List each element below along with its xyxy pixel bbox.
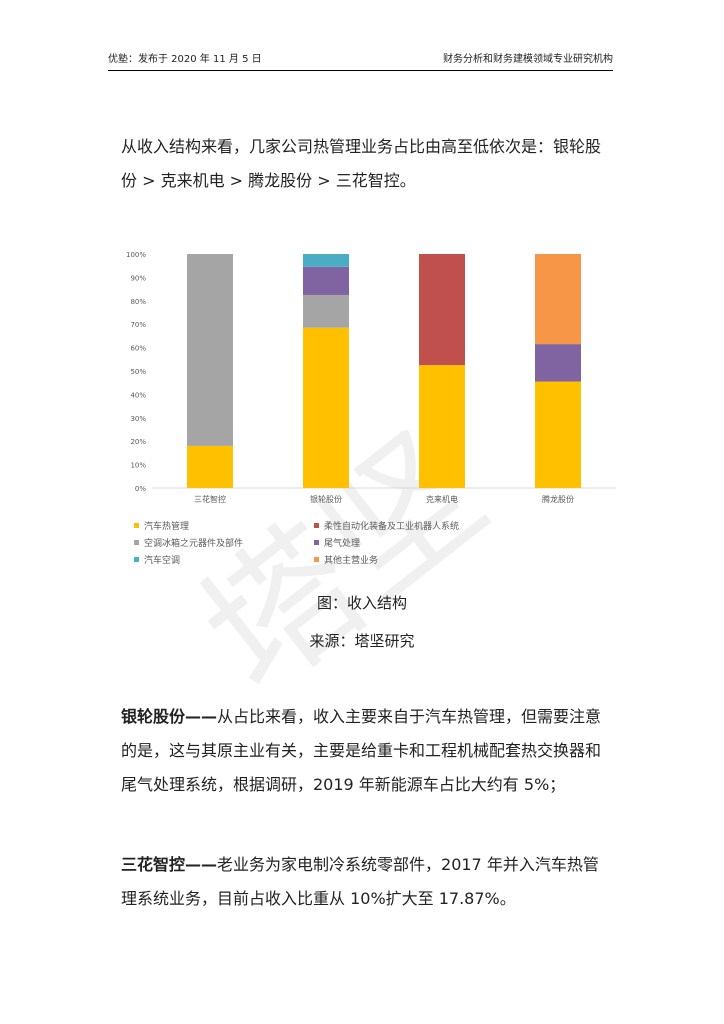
y-tick-label: 40% <box>130 391 146 399</box>
paragraph-sanhua: 三花智控——老业务为家电制冷系统零部件，2017 年并入汽车热管理系统业务，目前… <box>121 848 609 916</box>
header-org: 财务分析和财务建模领域专业研究机构 <box>443 54 613 65</box>
y-tick-label: 70% <box>130 321 146 329</box>
y-tick-label: 30% <box>130 415 146 423</box>
bar-segment <box>303 254 349 267</box>
header-date: 优塾：发布于 2020 年 11 月 5 日 <box>108 54 262 65</box>
legend-label: 汽车空调 <box>144 554 180 566</box>
bar-segment <box>303 266 349 295</box>
bar-segment <box>187 254 233 446</box>
y-tick-label: 90% <box>130 274 146 282</box>
bar-segment <box>419 365 465 488</box>
legend-label: 尾气处理 <box>324 537 360 549</box>
bar-segment <box>535 344 581 382</box>
legend-swatch <box>134 540 139 545</box>
y-tick-label: 20% <box>130 438 146 446</box>
x-tick-label: 克来机电 <box>426 494 458 504</box>
legend-label: 其他主营业务 <box>324 554 378 566</box>
bar-segment <box>303 327 349 488</box>
source-caption: 来源：塔坚研究 <box>309 632 415 650</box>
intro-paragraph: 从收入结构来看，几家公司热管理业务占比由高至低依次是：银轮股份 > 克来机电 >… <box>121 137 602 190</box>
bar-segment <box>535 381 581 488</box>
legend-swatch <box>134 557 139 562</box>
legend-label: 柔性自动化装备及工业机器人系统 <box>324 520 459 532</box>
paragraph-yinlun: 银轮股份——从占比来看，收入主要来自于汽车热管理，但需要注意的是，这与其原主业有… <box>121 700 609 802</box>
y-tick-label: 0% <box>135 485 146 493</box>
bar-segment <box>535 254 581 345</box>
legend-label: 汽车热管理 <box>144 520 189 532</box>
y-tick-label: 100% <box>126 251 146 259</box>
figure-caption: 图：收入结构 <box>316 594 407 612</box>
x-tick-label: 腾龙股份 <box>542 494 574 504</box>
y-tick-label: 60% <box>130 345 146 353</box>
page-header: 优塾：发布于 2020 年 11 月 5 日 财务分析和财务建模领域专业研究机构 <box>108 52 613 71</box>
paragraph-lead: 三花智控—— <box>121 855 218 874</box>
x-tick-label: 三花智控 <box>194 494 226 504</box>
legend-swatch <box>314 540 319 545</box>
legend-swatch <box>314 523 319 528</box>
paragraph-text: 从占比来看，收入主要来自于汽车热管理，但需要注意的是，这与其原主业有关，主要是给… <box>121 707 602 794</box>
bar-segment <box>303 294 349 328</box>
y-tick-label: 50% <box>130 368 146 376</box>
y-tick-label: 10% <box>130 462 146 470</box>
x-tick-label: 银轮股份 <box>310 494 342 504</box>
paragraph-text: 老业务为家电制冷系统零部件，2017 年并入汽车热管理系统业务，目前占收入比重从… <box>121 855 599 908</box>
revenue-structure-chart: 0% 10% 20% 30% 40% 50% 60% 70% 80% 90% 100% 三花智控 银轮股… <box>126 251 616 566</box>
legend-swatch <box>314 557 319 562</box>
legend-label: 空调冰箱之元器件及部件 <box>144 537 243 549</box>
legend-swatch <box>134 523 139 528</box>
bar-segment <box>419 254 465 366</box>
paragraph-lead: 银轮股份—— <box>121 707 218 726</box>
y-tick-label: 80% <box>130 298 146 306</box>
bar-segment <box>187 445 233 488</box>
